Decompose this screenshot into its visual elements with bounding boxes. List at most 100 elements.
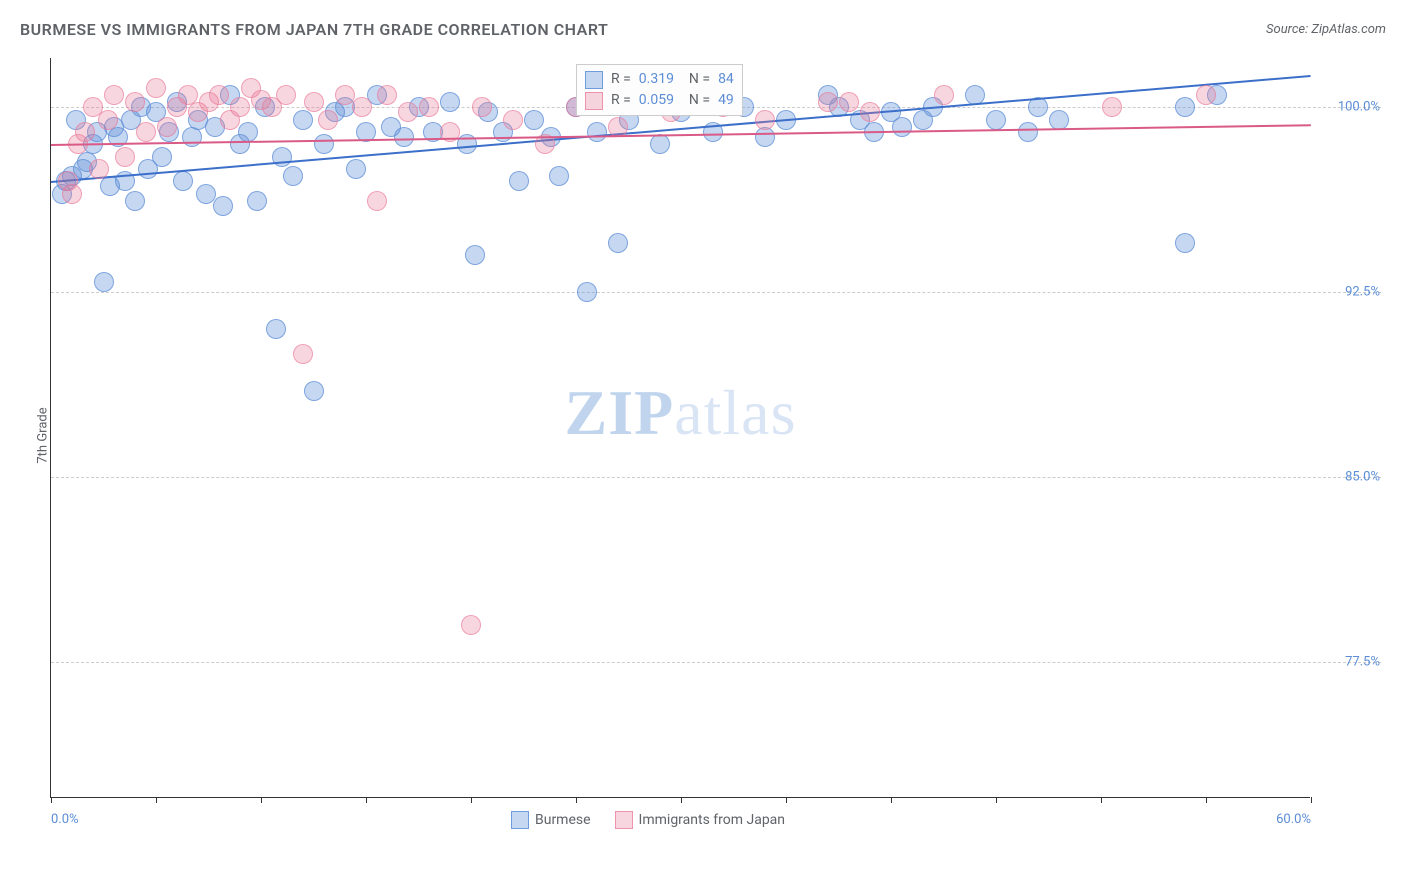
legend-swatch [615, 811, 633, 829]
legend-swatch [511, 811, 529, 829]
watermark-bold: ZIP [565, 377, 675, 448]
scatter-point [367, 191, 387, 211]
x-tick-label: 60.0% [1276, 812, 1311, 827]
scatter-point [1102, 97, 1122, 117]
scatter-point [419, 97, 439, 117]
x-tick [1311, 797, 1312, 803]
scatter-point [136, 122, 156, 142]
plot-area: ZIPatlas 77.5%85.0%92.5%100.0%0.0%60.0%R… [50, 58, 1310, 798]
scatter-point [304, 381, 324, 401]
scatter-point [346, 159, 366, 179]
y-tick-label: 92.5% [1345, 285, 1380, 300]
scatter-point [104, 85, 124, 105]
scatter-point [549, 166, 569, 186]
x-tick-label: 0.0% [51, 812, 79, 827]
legend-n-label: N = [682, 69, 710, 90]
bottom-legend: Burmese Immigrants from Japan [511, 811, 785, 829]
scatter-point [587, 122, 607, 142]
scatter-point [94, 272, 114, 292]
x-tick [1206, 797, 1207, 803]
x-tick [261, 797, 262, 803]
watermark: ZIPatlas [565, 376, 797, 450]
legend-item: Immigrants from Japan [615, 811, 785, 829]
scatter-point [266, 319, 286, 339]
legend-n-value: 49 [718, 90, 734, 111]
scatter-point [157, 117, 177, 137]
scatter-point [394, 127, 414, 147]
x-tick [681, 797, 682, 803]
scatter-point [89, 159, 109, 179]
legend-n-value: 84 [718, 69, 734, 90]
legend-swatch [585, 71, 603, 89]
y-tick-label: 85.0% [1345, 470, 1380, 485]
scatter-point [1175, 233, 1195, 253]
scatter-point [986, 110, 1006, 130]
title-bar: BURMESE VS IMMIGRANTS FROM JAPAN 7TH GRA… [20, 20, 1386, 39]
scatter-point [304, 92, 324, 112]
scatter-point [125, 191, 145, 211]
scatter-point [352, 97, 372, 117]
scatter-point [1175, 97, 1195, 117]
scatter-point [152, 147, 172, 167]
scatter-point [276, 85, 296, 105]
scatter-point [230, 97, 250, 117]
x-tick [576, 797, 577, 803]
scatter-point [293, 344, 313, 364]
legend-stats-row: R = 0.059 N = 49 [585, 90, 734, 111]
y-tick-label: 77.5% [1345, 655, 1380, 670]
x-tick [366, 797, 367, 803]
legend-stats: R = 0.319 N = 84R = 0.059 N = 49 [576, 64, 743, 116]
scatter-point [238, 122, 258, 142]
scatter-point [75, 122, 95, 142]
x-tick [156, 797, 157, 803]
chart-title: BURMESE VS IMMIGRANTS FROM JAPAN 7TH GRA… [20, 20, 608, 39]
legend-r-label: R = [611, 90, 631, 111]
legend-label: Burmese [535, 812, 591, 828]
y-axis-label: 7th Grade [36, 407, 51, 463]
scatter-point [283, 166, 303, 186]
scatter-point [818, 92, 838, 112]
legend-stats-row: R = 0.319 N = 84 [585, 69, 734, 90]
scatter-point [839, 92, 859, 112]
scatter-point [293, 110, 313, 130]
scatter-point [934, 85, 954, 105]
scatter-point [318, 110, 338, 130]
scatter-point [1018, 122, 1038, 142]
scatter-point [377, 85, 397, 105]
scatter-point [524, 110, 544, 130]
x-tick [891, 797, 892, 803]
scatter-point [173, 171, 193, 191]
x-tick [996, 797, 997, 803]
scatter-point [182, 127, 202, 147]
x-tick [1101, 797, 1102, 803]
scatter-point [755, 127, 775, 147]
scatter-point [209, 85, 229, 105]
scatter-point [62, 184, 82, 204]
scatter-point [98, 110, 118, 130]
scatter-point [860, 102, 880, 122]
scatter-point [472, 97, 492, 117]
legend-r-label: R = [611, 69, 631, 90]
scatter-point [213, 196, 233, 216]
scatter-point [650, 134, 670, 154]
legend-r-value: 0.319 [639, 69, 674, 90]
gridline-h [51, 662, 1381, 663]
gridline-h [51, 477, 1381, 478]
scatter-point [461, 615, 481, 635]
scatter-point [125, 92, 145, 112]
gridline-h [51, 292, 1381, 293]
scatter-point [398, 102, 418, 122]
legend-n-label: N = [682, 90, 710, 111]
scatter-point [440, 92, 460, 112]
scatter-point [577, 282, 597, 302]
scatter-point [1196, 85, 1216, 105]
scatter-point [115, 147, 135, 167]
scatter-point [755, 110, 775, 130]
x-tick [471, 797, 472, 803]
legend-swatch [585, 92, 603, 110]
scatter-point [465, 245, 485, 265]
x-tick [51, 797, 52, 803]
chart-container: 7th Grade ZIPatlas 77.5%85.0%92.5%100.0%… [50, 58, 1390, 798]
scatter-point [146, 78, 166, 98]
scatter-point [509, 171, 529, 191]
